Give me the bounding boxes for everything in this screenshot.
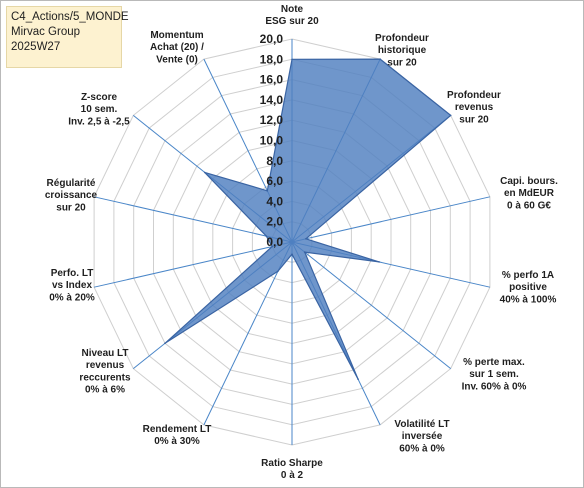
data-point-11: [265, 235, 268, 237]
info-line-period: 2025W27: [11, 41, 61, 53]
radar-grid: [93, 38, 491, 446]
axis-label-8: Rendement LT 0% à 30%: [143, 424, 212, 447]
tick-label: 18,0: [260, 52, 284, 66]
axis-label-12: Z-score 10 sem. Inv. 2,5 à -2,5: [68, 92, 130, 127]
axis-label-3: Capi. bours. en MdEUR 0 à 60 G€: [500, 176, 558, 211]
data-point-10: [271, 245, 274, 248]
axis-label-9: Niveau LT revenus reccurents 0% à 6%: [79, 348, 131, 396]
axis-label-0: Note ESG sur 20: [265, 4, 319, 27]
tick-label: 16,0: [260, 73, 284, 87]
data-point-3: [305, 238, 307, 240]
axis-label-10: Perfo. LT vs Index 0% à 20%: [49, 268, 95, 303]
data-point-8: [277, 270, 279, 273]
tick-label: 14,0: [260, 93, 284, 107]
axis-label-13: Momentum Achat (20) / Vente (0): [150, 30, 204, 65]
axis-label-1: Profondeur historique sur 20: [375, 33, 429, 68]
axis-spoke-10: [93, 241, 293, 288]
tick-label: 0,0: [266, 235, 283, 249]
info-line-company: Mirvac Group: [11, 26, 81, 38]
data-point-12: [203, 171, 206, 174]
tick-label: 6,0: [266, 174, 283, 188]
axis-spoke-3: [291, 196, 491, 243]
radar-series: [164, 58, 452, 381]
tick-label: 8,0: [266, 154, 283, 168]
data-point-7: [291, 253, 293, 255]
axis-label-6: Volatilité LT inversée 60% à 0%: [394, 419, 449, 454]
axis-spoke-8: [203, 241, 293, 426]
data-point-13: [266, 190, 269, 192]
tick-label: 10,0: [260, 134, 284, 148]
axis-spoke-11: [93, 196, 293, 243]
data-point-6: [357, 378, 359, 381]
data-point-4: [378, 261, 380, 263]
radial-tick-labels: 0,0 2,0 4,0 6,0 8,0 10,0 12,0 14,0 16,0 18,0 20,0: [260, 32, 284, 249]
axis-label-5: % perte max. sur 1 sem. Inv. 60% à 0%: [462, 357, 527, 392]
data-point-9: [164, 342, 166, 345]
info-line-category: C4_Actions/5_MONDE: [11, 11, 129, 23]
axis-label-7: Ratio Sharpe 0 à 2: [261, 458, 323, 481]
tick-label: 20,0: [260, 32, 284, 46]
tick-label: 12,0: [260, 113, 284, 127]
data-point-1: [379, 58, 381, 60]
data-point-0: [291, 58, 293, 61]
data-point-2: [449, 114, 452, 117]
axis-labels: Note ESG sur 20 Profondeur historique sur 20…: [45, 4, 558, 481]
axis-label-4: % perfo 1A positive 40% à 100%: [500, 270, 557, 305]
axis-label-11: Régularité croissance sur 20: [45, 178, 98, 213]
axis-spoke-5: [291, 241, 452, 369]
tick-label: 2,0: [266, 215, 283, 229]
data-point-5: [303, 251, 306, 253]
info-box: C4_Actions/5_MONDE Mirvac Group 2025W27: [6, 6, 129, 68]
axis-label-2: Profondeur revenus sur 20: [447, 90, 501, 125]
tick-label: 4,0: [266, 194, 283, 208]
